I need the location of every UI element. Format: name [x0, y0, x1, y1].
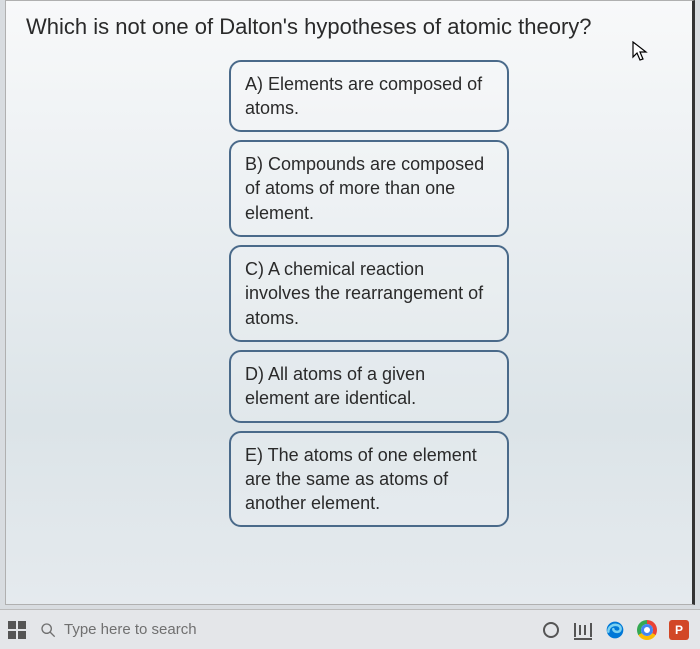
edge-browser-icon[interactable]: [602, 617, 628, 643]
question-text: Which is not one of Dalton's hypotheses …: [26, 13, 672, 42]
windows-start-icon[interactable]: [8, 621, 26, 639]
choice-b[interactable]: B) Compounds are composed of atoms of mo…: [229, 140, 509, 237]
choice-label: A) Elements are composed of atoms.: [245, 74, 482, 118]
choice-a[interactable]: A) Elements are composed of atoms.: [229, 60, 509, 133]
choice-label: B) Compounds are composed of atoms of mo…: [245, 154, 484, 223]
choice-label: E) The atoms of one element are the same…: [245, 445, 477, 514]
search-placeholder: Type here to search: [64, 621, 197, 638]
cortana-icon[interactable]: [538, 617, 564, 643]
task-view-icon[interactable]: [570, 617, 596, 643]
powerpoint-icon[interactable]: P: [666, 617, 692, 643]
choice-c[interactable]: C) A chemical reaction involves the rear…: [229, 245, 509, 342]
choice-list: A) Elements are composed of atoms. B) Co…: [66, 60, 672, 528]
choice-d[interactable]: D) All atoms of a given element are iden…: [229, 350, 509, 423]
search-icon: [40, 622, 56, 638]
chrome-browser-icon[interactable]: [634, 617, 660, 643]
taskbar-search[interactable]: Type here to search: [32, 617, 277, 642]
quiz-panel: Which is not one of Dalton's hypotheses …: [5, 0, 695, 605]
choice-label: D) All atoms of a given element are iden…: [245, 364, 425, 408]
taskbar: Type here to search P: [0, 609, 700, 649]
choice-e[interactable]: E) The atoms of one element are the same…: [229, 431, 509, 528]
choice-label: C) A chemical reaction involves the rear…: [245, 259, 483, 328]
